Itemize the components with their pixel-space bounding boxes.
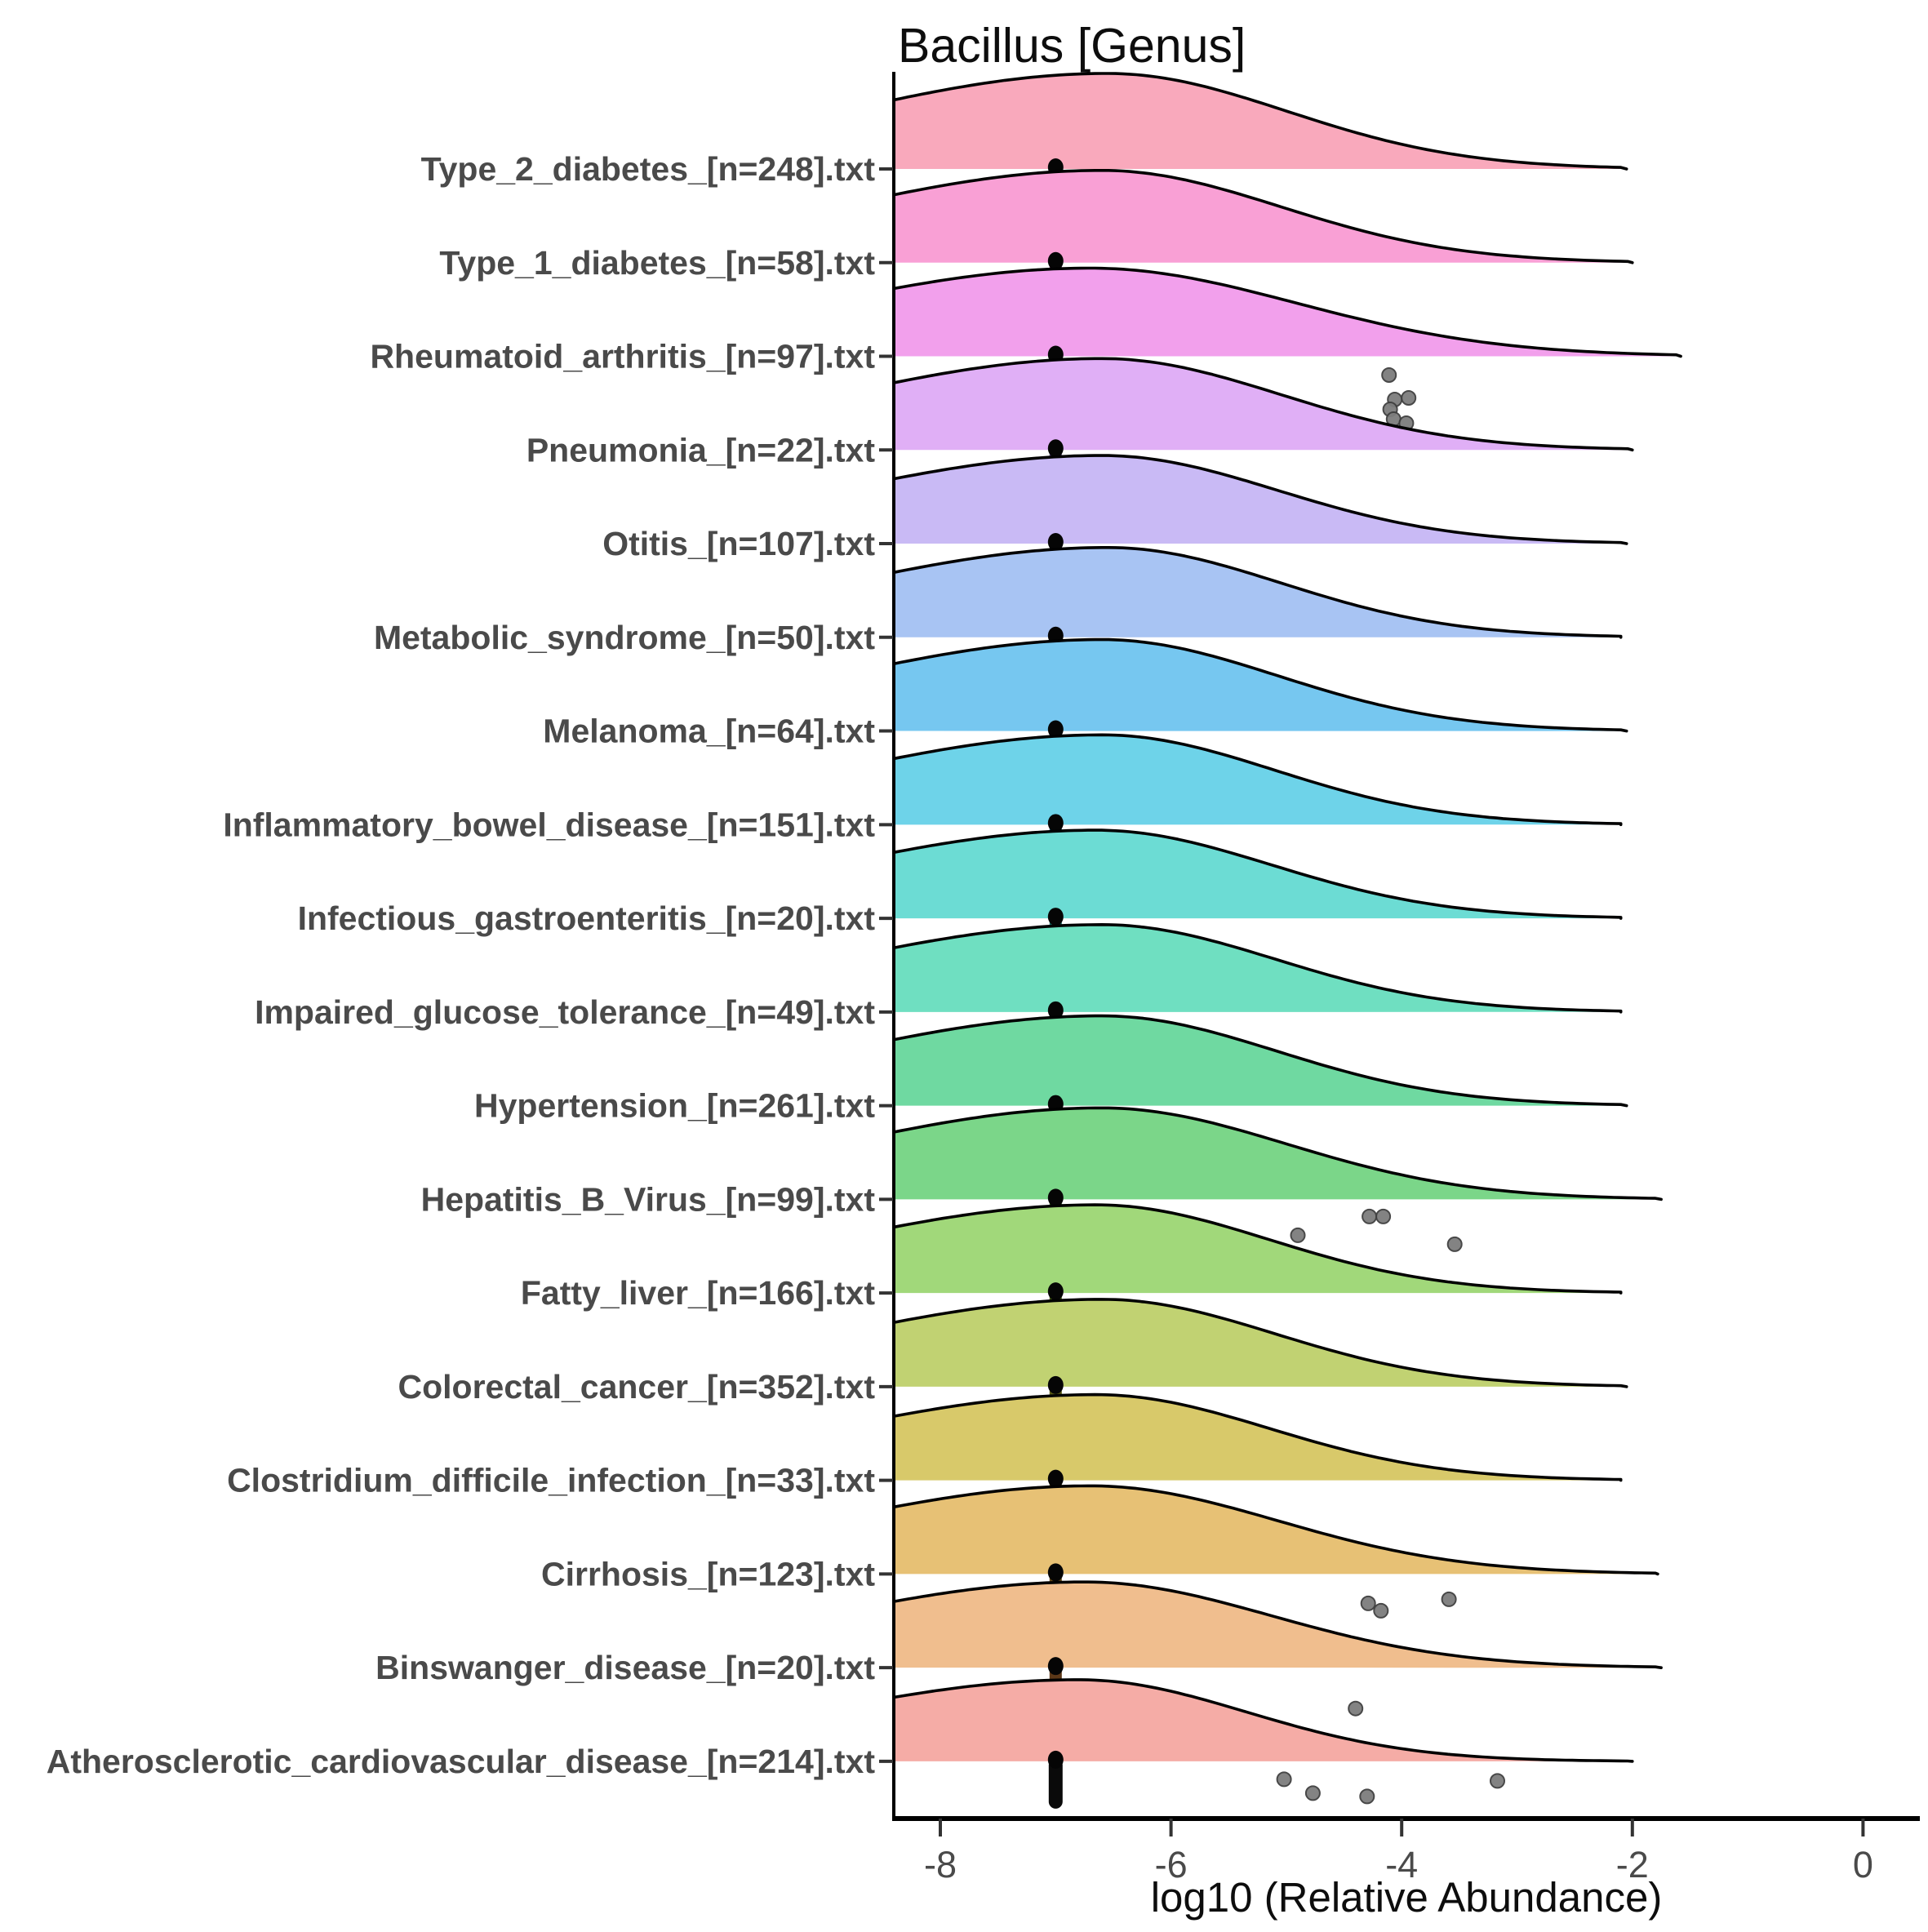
rug-cap [1047,1563,1064,1582]
ridge-rows-layer [892,72,1682,1809]
y-axis-label: Infectious_gastroenteritis_[n=20].txt [298,899,876,937]
density-outline [892,1203,1623,1295]
x-axis-title: log10 (Relative Abundance) [1151,1874,1663,1921]
rug-mark [1048,1757,1063,1809]
jitter-dot [1446,1236,1463,1252]
jitter-dot [1290,1227,1306,1243]
rug-cap [1047,251,1064,270]
rug-cap [1047,533,1064,552]
density-outline [892,1392,1623,1482]
density-outline [892,169,1634,264]
y-axis-label: Clostridium_difficile_infection_[n=33].t… [227,1462,875,1499]
density-fill [894,639,1627,731]
rug-cap [1047,1282,1064,1301]
rug-cap [1047,814,1064,833]
jitter-dot [1373,1602,1389,1619]
density-outline [892,1678,1634,1763]
x-tick-label: -6 [1155,1844,1188,1885]
y-axis-labels: Type_2_diabetes_[n=248].txt Type_1_diabet… [47,150,893,1780]
density-outline [892,1106,1663,1201]
density-fill [894,1582,1662,1668]
density-fill [894,1679,1633,1761]
density-fill [894,1015,1627,1106]
density-fill [894,358,1633,451]
x-tick-label: 0 [1853,1844,1873,1885]
density-outline [892,454,1628,545]
rug-cap [1047,1375,1064,1394]
y-axis-label: Binswanger_disease_[n=20].txt [375,1649,875,1686]
x-axis-ticks: -8 -6 -4 -2 0 [924,1819,1873,1885]
density-outline [892,72,1628,171]
x-tick-label: -8 [924,1844,957,1885]
y-axis-label: Hypertension_[n=261].txt [474,1087,875,1125]
jitter-dot [1360,1595,1376,1611]
y-axis-label: Impaired_glucose_tolerance_[n=49].txt [255,993,875,1031]
y-axis-label: Otitis_[n=107].txt [602,525,875,562]
jitter-dot [1375,1208,1392,1224]
y-axis-label: Colorectal_cancer_[n=352].txt [398,1368,875,1406]
x-tick-label: -2 [1616,1844,1649,1885]
density-outline [892,828,1623,920]
density-fill [894,830,1621,919]
density-outline [892,546,1623,639]
density-outline [892,1484,1659,1576]
rug-cap [1047,1750,1064,1769]
jitter-dot [1348,1700,1364,1717]
x-tick-label: -4 [1385,1844,1418,1885]
density-outline [892,1014,1628,1108]
density-outline [892,1298,1628,1388]
y-axis-label: Inflammatory_bowel_disease_[n=151].txt [223,806,875,843]
density-fill [894,1205,1621,1294]
density-outline [892,1580,1663,1669]
y-axis-label: Type_1_diabetes_[n=58].txt [439,244,875,282]
density-outline [892,637,1628,733]
jitter-dot [1362,1208,1378,1224]
ridge-row [892,1580,1663,1717]
rug-cap [1047,1657,1064,1676]
ridge-row [892,1678,1634,1809]
rug-cap [1047,439,1064,458]
y-axis-label: Type_2_diabetes_[n=248].txt [421,150,876,188]
rug-cap [1047,720,1064,739]
jitter-dot [1359,1788,1375,1805]
jitter-dot [1276,1771,1292,1788]
density-fill [894,170,1633,263]
density-fill [894,924,1621,1012]
rug-cap [1047,1188,1064,1207]
density-outline [892,266,1682,358]
density-fill [894,1108,1662,1200]
y-axis-label: Rheumatoid_arthritis_[n=97].txt [370,338,875,375]
rug-cap [1047,1469,1064,1488]
density-outline [892,923,1623,1014]
density-fill [894,455,1627,544]
jitter-dot [1441,1591,1457,1607]
density-fill [894,735,1621,825]
y-axis-label: Hepatitis_B_Virus_[n=99].txt [421,1180,876,1218]
density-fill [894,547,1621,637]
y-axis-label: Pneumonia_[n=22].txt [526,431,876,469]
density-outline [892,357,1634,452]
jitter-dot [1490,1773,1505,1789]
y-axis-label: Metabolic_syndrome_[n=50].txt [374,619,875,656]
y-axis-label: Atherosclerotic_cardiovascular_disease_[… [47,1743,876,1780]
y-axis-label: Cirrhosis_[n=123].txt [541,1555,875,1592]
density-fill [894,73,1627,169]
plot-title: Bacillus [Genus] [898,19,1246,73]
density-fill [894,268,1681,357]
y-axis-label: Fatty_liver_[n=166].txt [521,1274,875,1312]
density-outline [892,733,1623,827]
jitter-dot [1381,367,1397,383]
density-fill [894,1299,1627,1387]
jitter-dot [1304,1785,1321,1801]
density-fill [894,1394,1621,1481]
density-fill [894,1486,1658,1574]
y-axis-label: Melanoma_[n=64].txt [543,713,875,750]
rug-cap [1047,908,1064,926]
jitter-dot [1401,390,1417,406]
rug-cap [1047,1001,1064,1019]
